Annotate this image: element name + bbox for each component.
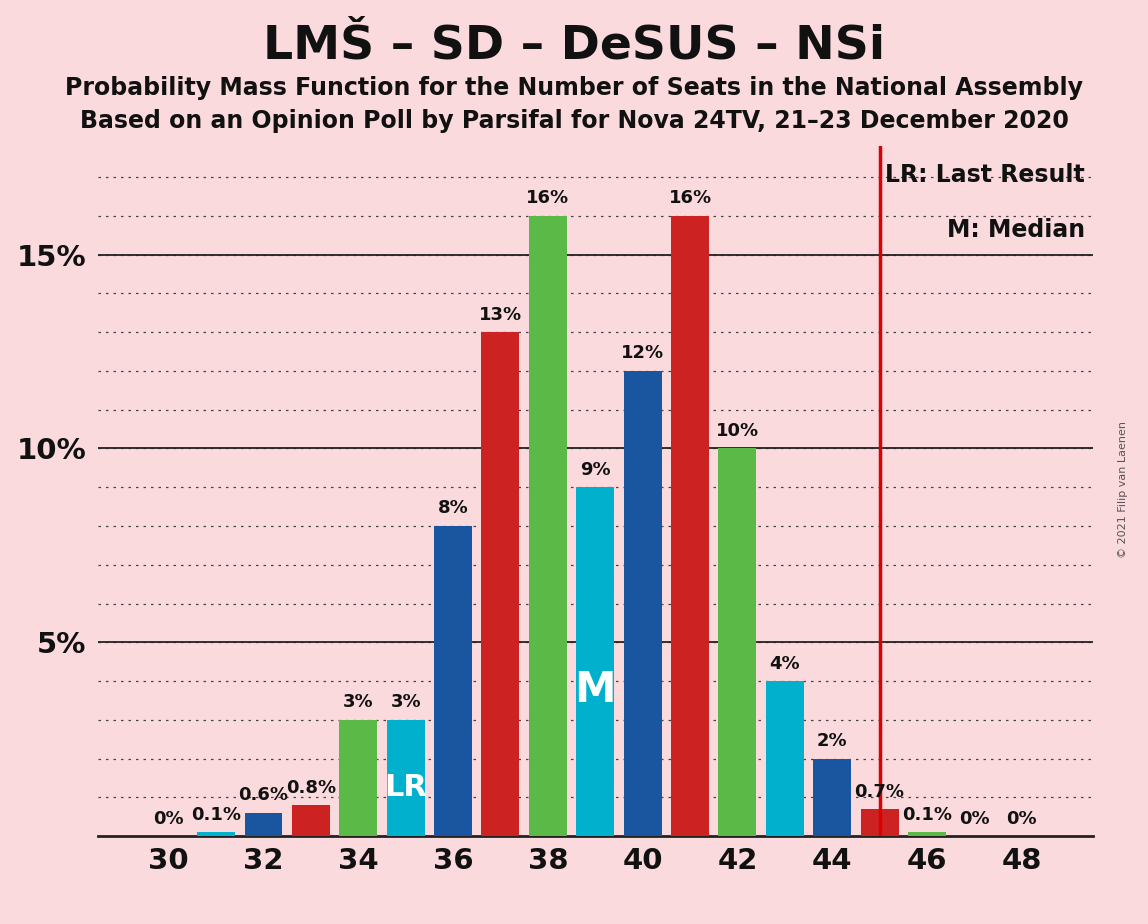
Text: Probability Mass Function for the Number of Seats in the National Assembly: Probability Mass Function for the Number… — [65, 76, 1083, 100]
Bar — [861, 809, 899, 836]
Text: 0.6%: 0.6% — [239, 786, 288, 805]
Text: 0.1%: 0.1% — [191, 806, 241, 824]
Text: 13%: 13% — [479, 306, 522, 323]
Text: LMŠ – SD – DeSUS – NSi: LMŠ – SD – DeSUS – NSi — [263, 23, 885, 68]
Text: 2%: 2% — [817, 732, 847, 750]
Text: 0%: 0% — [1007, 809, 1037, 828]
Bar — [197, 833, 235, 836]
Text: 0%: 0% — [959, 809, 990, 828]
Bar — [387, 720, 425, 836]
Bar — [245, 813, 282, 836]
Text: 0.8%: 0.8% — [286, 779, 336, 796]
Text: 4%: 4% — [769, 654, 800, 673]
Text: 10%: 10% — [716, 422, 759, 440]
Bar — [340, 720, 378, 836]
Text: 8%: 8% — [437, 500, 468, 517]
Text: 9%: 9% — [580, 461, 611, 479]
Text: LR: Last Result: LR: Last Result — [885, 164, 1085, 188]
Bar — [529, 216, 567, 836]
Bar — [481, 332, 519, 836]
Bar — [672, 216, 709, 836]
Text: 0.7%: 0.7% — [854, 783, 905, 800]
Bar — [766, 681, 804, 836]
Bar — [813, 759, 851, 836]
Bar — [908, 833, 946, 836]
Text: 12%: 12% — [621, 345, 665, 362]
Bar — [434, 526, 472, 836]
Text: © 2021 Filip van Laenen: © 2021 Filip van Laenen — [1118, 421, 1127, 558]
Text: M: Median: M: Median — [947, 218, 1085, 242]
Text: 3%: 3% — [343, 693, 373, 711]
Text: 0.1%: 0.1% — [902, 806, 952, 824]
Text: Based on an Opinion Poll by Parsifal for Nova 24TV, 21–23 December 2020: Based on an Opinion Poll by Parsifal for… — [79, 109, 1069, 133]
Text: 0%: 0% — [154, 809, 184, 828]
Bar — [292, 805, 329, 836]
Text: M: M — [574, 669, 616, 711]
Text: 16%: 16% — [526, 189, 569, 207]
Text: 3%: 3% — [390, 693, 421, 711]
Bar — [719, 448, 757, 836]
Text: 16%: 16% — [668, 189, 712, 207]
Text: LR: LR — [385, 772, 427, 802]
Bar — [576, 487, 614, 836]
Bar — [623, 371, 661, 836]
